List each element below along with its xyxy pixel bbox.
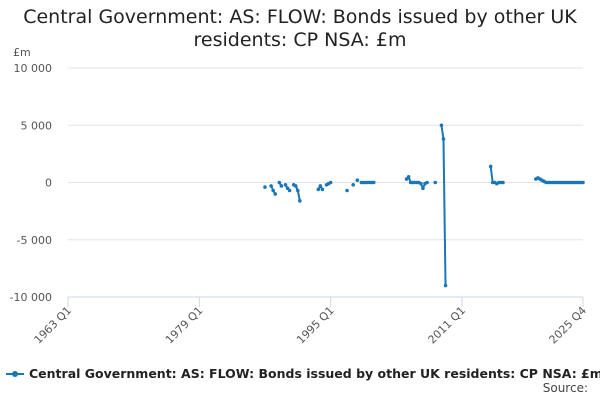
- y-tick-label: -10 000: [10, 291, 52, 304]
- data-point: [318, 184, 323, 188]
- x-tick-label: 2011 Q1: [426, 304, 469, 347]
- data-point: [433, 180, 438, 185]
- y-tick-label: 10 000: [14, 62, 53, 75]
- data-point: [320, 187, 325, 192]
- data-point: [371, 180, 376, 185]
- data-point: [277, 180, 282, 185]
- data-point: [351, 182, 356, 187]
- series-layer: [263, 123, 585, 288]
- data-point: [501, 180, 505, 185]
- x-tick-label: 1963 Q1: [32, 304, 75, 347]
- data-point: [273, 192, 278, 196]
- data-point: [355, 178, 360, 183]
- source-label: Source:: [542, 381, 588, 395]
- x-tick-label: 2025 Q4: [547, 304, 590, 347]
- data-point: [441, 137, 446, 141]
- data-point: [316, 187, 321, 192]
- x-tick-label: 1995 Q1: [294, 304, 337, 347]
- y-tick-label: -5 000: [17, 234, 52, 247]
- data-point: [439, 123, 444, 128]
- data-point: [421, 186, 425, 191]
- legend-swatch: [6, 370, 24, 377]
- data-point: [298, 199, 302, 203]
- data-point: [287, 188, 292, 193]
- chart-title-line-2: residents: CP NSA: £m: [193, 29, 407, 51]
- y-axis-label: £m: [13, 46, 31, 59]
- legend[interactable]: Central Government: AS: FLOW: Bonds issu…: [6, 366, 600, 381]
- legend-label: Central Government: AS: FLOW: Bonds issu…: [29, 366, 600, 381]
- y-tick-label: 5 000: [21, 119, 53, 132]
- data-point: [328, 180, 333, 185]
- series-line: [440, 124, 447, 287]
- chart-title: Central Government: AS: FLOW: Bonds issu…: [0, 6, 600, 52]
- y-tick-label: 0: [45, 177, 52, 190]
- data-point: [419, 181, 423, 186]
- data-point: [488, 164, 493, 169]
- data-point: [283, 182, 288, 187]
- data-point: [406, 174, 411, 179]
- data-point: [279, 184, 284, 188]
- data-point: [269, 184, 273, 188]
- data-point: [581, 180, 585, 185]
- data-point: [271, 188, 275, 193]
- data-point: [263, 185, 267, 189]
- data-point: [345, 188, 349, 193]
- x-tick-label: 1979 Q1: [163, 304, 206, 347]
- gridlines: [68, 67, 583, 298]
- data-point: [425, 180, 429, 185]
- data-point: [296, 188, 300, 193]
- data-point: [293, 184, 298, 188]
- chart-title-line-1: Central Government: AS: FLOW: Bonds issu…: [23, 6, 577, 28]
- data-point: [404, 177, 409, 181]
- data-point: [443, 283, 448, 288]
